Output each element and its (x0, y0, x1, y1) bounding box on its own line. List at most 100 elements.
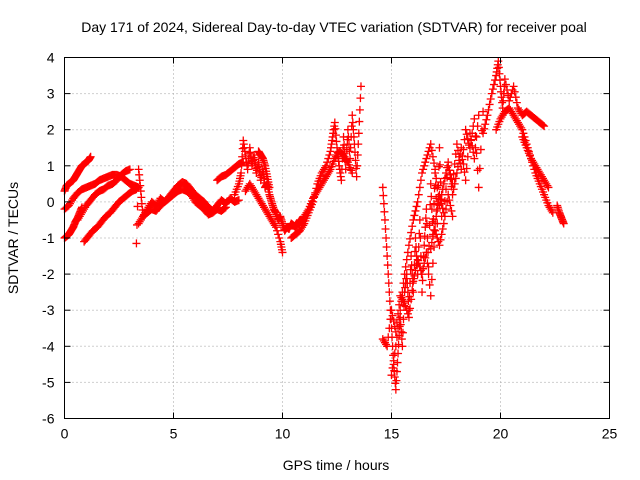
y-tick-label: -3 (42, 302, 55, 318)
y-tick-label: 2 (47, 122, 55, 138)
data-point-fill (486, 95, 495, 104)
data-point-fill (345, 147, 354, 156)
data-point (404, 313, 413, 322)
data-point-fill (472, 149, 481, 158)
data-point-fill (398, 288, 407, 297)
data-point (387, 306, 396, 315)
data-point-fill (408, 222, 417, 231)
data-point-fill (480, 124, 489, 133)
data-point-fill (425, 280, 434, 289)
data-point-fill (275, 234, 284, 242)
data-point (444, 161, 453, 170)
data-point (448, 179, 457, 188)
data-point (435, 241, 444, 250)
data-point-fill (463, 152, 472, 161)
data-point (356, 82, 365, 91)
data-point-fill (348, 118, 357, 127)
data-point-fill (415, 183, 424, 192)
data-point-fill (384, 279, 393, 288)
data-point (465, 143, 474, 152)
y-tick-label: 4 (47, 50, 55, 66)
data-point (426, 140, 435, 149)
data-point (461, 176, 470, 185)
y-tick-label: 1 (47, 158, 55, 174)
data-point-fill (395, 315, 404, 324)
data-point-fill (406, 304, 415, 313)
data-point-fill (446, 201, 455, 210)
data-point-fill (437, 230, 446, 239)
data-point-fill (450, 159, 459, 168)
series-sat-o (378, 190, 457, 351)
data-point-fill (273, 226, 282, 235)
data-point-fill (325, 150, 334, 159)
data-point-fill (462, 130, 471, 139)
data-point-fill (299, 221, 308, 230)
y-tick-label: -1 (42, 230, 55, 246)
data-point-fill (351, 156, 360, 165)
data-point (391, 342, 400, 351)
series-sat-b (60, 203, 86, 242)
data-point-fill (430, 199, 439, 208)
data-point-fill (353, 150, 362, 159)
data-point (439, 208, 448, 217)
data-point (426, 291, 435, 300)
data-point (487, 89, 496, 98)
data-point (483, 111, 492, 120)
data-point (457, 165, 466, 174)
y-tick-label: -2 (42, 266, 55, 282)
data-point (354, 129, 363, 138)
data-point-fill (428, 152, 437, 161)
x-tick-label: 10 (275, 426, 291, 442)
data-point-fill (511, 93, 520, 102)
data-point-fill (407, 228, 416, 237)
chart-title: Day 171 of 2024, Sidereal Day-to-day VTE… (81, 19, 587, 35)
x-tick-label: 20 (493, 426, 509, 442)
data-point-fill (484, 105, 493, 114)
data-point-fill (421, 223, 430, 232)
data-point-fill (445, 166, 454, 175)
data-point (337, 176, 346, 185)
data-point-fill (392, 376, 401, 385)
data-point-fill (543, 181, 552, 190)
data-point (518, 125, 527, 134)
data-point-fill (274, 230, 283, 239)
data-point-fill (349, 132, 358, 141)
data-point-fill (438, 204, 447, 213)
data-point (479, 129, 488, 138)
data-point-fill (427, 146, 436, 155)
data-point-fill (419, 264, 428, 273)
series-sat-q (426, 107, 488, 253)
data-point (559, 219, 568, 228)
series-sat-i (230, 136, 309, 235)
data-point-fill (421, 158, 430, 167)
data-point (125, 165, 134, 174)
data-point-fill (401, 302, 410, 311)
data-point (418, 169, 427, 178)
data-point-fill (385, 297, 394, 306)
data-point-fill (427, 238, 436, 247)
data-point-fill (303, 206, 312, 215)
data-point-fill (472, 132, 481, 141)
data-point (422, 248, 431, 257)
data-point-fill (237, 160, 246, 169)
data-point-fill (354, 140, 363, 149)
data-point-fill (453, 146, 462, 155)
y-tick-label: -4 (42, 338, 55, 354)
data-point-fill (421, 253, 430, 262)
series-sat-h (213, 158, 248, 185)
data-point-fill (393, 358, 402, 367)
data-point (352, 172, 361, 181)
data-point (378, 183, 387, 192)
series-sat-u (553, 201, 568, 228)
data-point-fill (381, 224, 390, 233)
data-point-fill (412, 202, 421, 211)
y-tick-label: -6 (42, 411, 55, 427)
data-point (470, 114, 479, 123)
data-point (431, 226, 440, 235)
series-sat-k (254, 147, 274, 192)
data-point-fill (379, 191, 388, 200)
data-point-fill (403, 248, 412, 257)
data-point-fill (440, 212, 449, 221)
series-sat-r (479, 57, 549, 138)
data-point-fill (399, 279, 408, 288)
